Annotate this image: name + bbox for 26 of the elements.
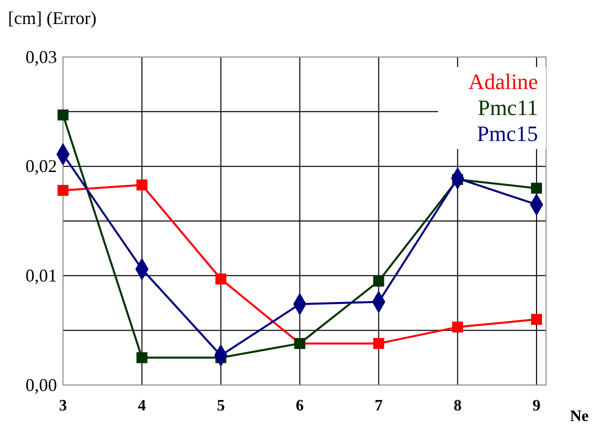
point <box>136 352 148 364</box>
point <box>136 179 148 190</box>
text: Adaline <box>468 69 538 94</box>
point <box>58 109 68 120</box>
x-tick-label: 9 <box>532 397 541 414</box>
x-tick-label: 6 <box>296 397 304 414</box>
x-tick-label: 7 <box>374 397 383 414</box>
point <box>58 184 68 196</box>
point <box>531 314 542 325</box>
y-tick-label: 0,02 <box>26 156 57 176</box>
x-tick-label: 8 <box>454 397 462 414</box>
y-tick-label: 0,00 <box>26 374 57 395</box>
x-axis-title: Ne <box>570 408 589 425</box>
y-tick-label: 0,01 <box>26 265 57 286</box>
point <box>452 322 464 333</box>
point <box>373 338 384 349</box>
y-axis-title: [cm] (Error) <box>8 8 96 28</box>
series-label: Pmc15 <box>476 121 538 146</box>
point <box>215 273 226 284</box>
x-tick-label: 4 <box>138 397 146 414</box>
point <box>373 276 384 287</box>
point <box>531 182 542 194</box>
x-tick-label: 3 <box>59 397 67 414</box>
text: Pmc11 <box>478 95 538 120</box>
y-tick-label: 0,03 <box>26 46 57 67</box>
x-tick-label: 5 <box>216 397 225 414</box>
